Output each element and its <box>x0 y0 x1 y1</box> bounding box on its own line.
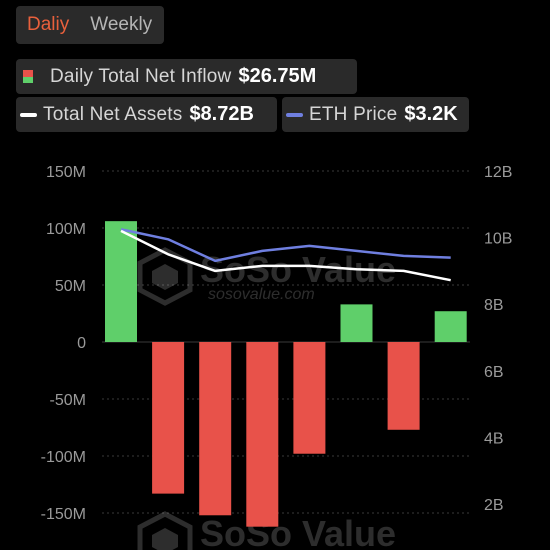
eth-price-line <box>120 228 451 263</box>
assets-line-icon <box>20 112 37 117</box>
sosovalue-logo-icon <box>137 511 193 550</box>
tab-weekly[interactable]: Weekly <box>90 14 153 35</box>
right-tick-label: 10B <box>484 231 512 248</box>
watermark-logo-text: SoSo Value <box>200 513 396 550</box>
eth-line-icon <box>286 112 303 117</box>
inflow-bar[interactable] <box>293 342 326 454</box>
left-tick-label: -50M <box>50 392 86 409</box>
inflow-bars <box>105 221 467 527</box>
watermark-bottom: SoSo Value <box>137 511 396 550</box>
inflow-bar[interactable] <box>387 342 420 430</box>
inflow-legend-label: Daily Total Net Inflow <box>50 65 232 87</box>
right-tick-label: 2B <box>484 497 504 514</box>
inflow-legend-icon <box>23 70 33 83</box>
right-tick-label: 6B <box>484 364 504 381</box>
total-net-assets-line <box>120 229 451 282</box>
series-lines <box>120 228 451 282</box>
sosovalue-logo-icon <box>137 247 193 306</box>
tab-daily[interactable]: Daliy <box>27 14 70 35</box>
legend-total-net-assets[interactable]: Total Net Assets $8.72B <box>16 97 277 132</box>
inflow-bar[interactable] <box>246 342 279 527</box>
right-tick-label: 4B <box>484 430 504 447</box>
right-tick-label: 12B <box>484 164 512 181</box>
watermark-site-text: sosovalue.com <box>208 286 315 303</box>
inflow-bar[interactable] <box>340 304 373 342</box>
left-tick-label: -150M <box>41 506 86 523</box>
legend-daily-inflow[interactable]: Daily Total Net Inflow $26.75M <box>16 59 357 94</box>
left-tick-label: 150M <box>46 164 86 181</box>
right-axis-ticks: 12B 10B 8B 6B 4B 2B <box>484 164 512 514</box>
left-tick-label: 50M <box>55 278 86 295</box>
inflow-bar[interactable] <box>152 342 185 494</box>
assets-legend-label: Total Net Assets <box>43 103 183 125</box>
inflow-legend-value: $26.75M <box>238 65 317 87</box>
left-tick-label: 0 <box>77 335 86 352</box>
period-tabs: Daliy Weekly <box>16 6 164 44</box>
left-tick-label: 100M <box>46 221 86 238</box>
inflow-bar[interactable] <box>105 221 137 342</box>
inflow-bar[interactable] <box>199 342 232 516</box>
left-tick-label: -100M <box>41 449 86 466</box>
left-axis-ticks: 150M 100M 50M 0 -50M -100M -150M <box>41 164 86 523</box>
eth-legend-value: $3.2K <box>404 103 458 125</box>
right-tick-label: 8B <box>484 297 504 314</box>
assets-legend-value: $8.72B <box>189 103 254 125</box>
legend-eth-price[interactable]: ETH Price $3.2K <box>282 97 469 132</box>
inflow-bar[interactable] <box>434 311 467 342</box>
eth-legend-label: ETH Price <box>309 103 398 125</box>
